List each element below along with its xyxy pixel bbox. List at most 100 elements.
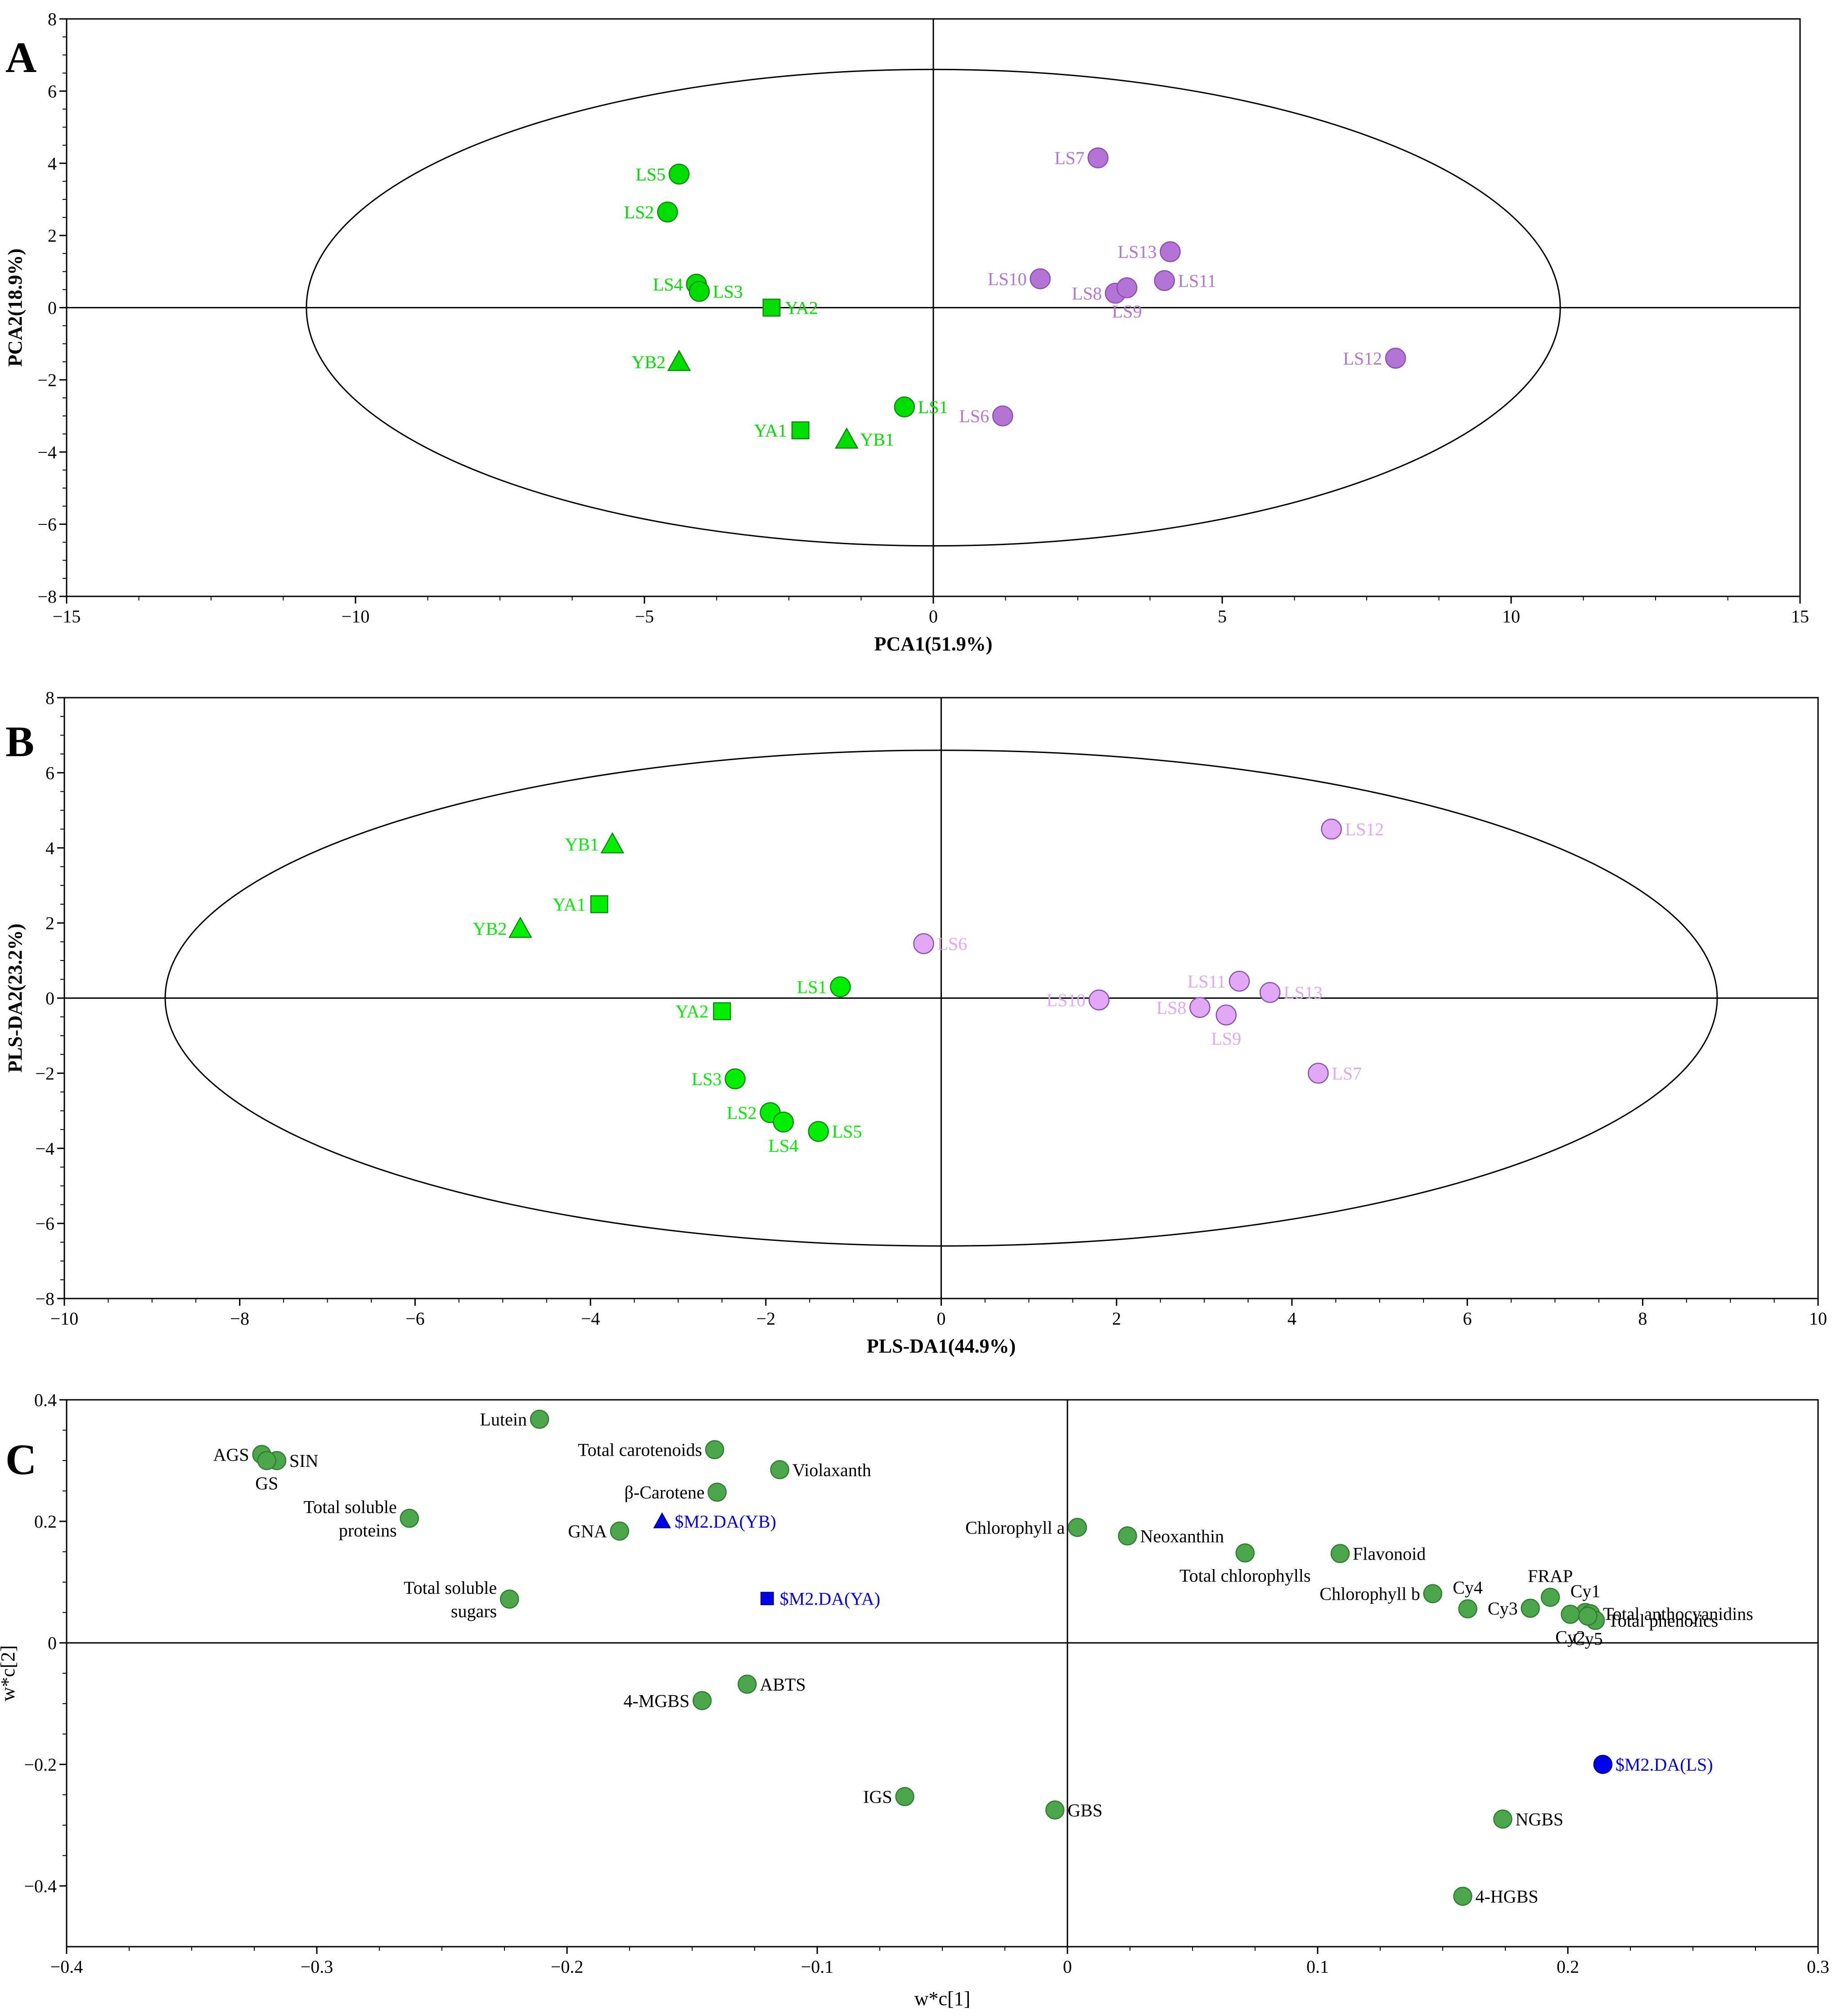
panel-b-x-axis-title: PLS-DA1(44.9%) [867,1335,1016,1357]
panel-c-point-frap-label: FRAP [1528,1566,1573,1586]
panel-b-letter: B [5,717,34,766]
panel-c-point-total-chlorophylls-marker [1235,1543,1255,1563]
panel-b-point-ls3-marker [725,1068,746,1090]
panel-c-point-violaxanth-label: Violaxanth [792,1460,871,1480]
panel-c-point-igs-marker [895,1787,914,1806]
panel-b-point-ya1-marker [590,895,608,913]
panel-c-point-total-anthocyanidins-label: Total anthocyanidins [1603,1604,1753,1624]
panel-c-point-total-phenolics-label: Total phenolics [1608,1610,1718,1631]
panel-b-y-tick-label: −4 [35,1138,54,1159]
panel-b-point-ls5-label: LS5 [832,1122,862,1142]
panel-b-y-tick-label: 2 [45,913,54,934]
panel-c-y-tick-label: 0.4 [34,1390,57,1410]
panel-b-point-ls13-label: LS13 [1283,983,1323,1003]
panel-c-point-gs-marker [257,1451,277,1470]
panel-a-point-ls7-marker [1087,147,1109,168]
panel-c-point-chlorophyll-a-marker [1067,1518,1087,1537]
panel-c-point-m2-da-ya-marker [760,1592,774,1606]
panel-b-x-tick-label: 0 [937,1308,946,1329]
panel-a-point-yb1-label: YB1 [860,429,894,450]
panel-c-point-gna-label: GNA [568,1521,607,1542]
panel-a-point-ls1-label: LS1 [918,397,948,417]
panel-c-point-cy4-marker [1458,1599,1477,1619]
panel-a-point-ls4-label: LS4 [653,274,683,294]
panel-b-x-tick-label: 4 [1287,1308,1296,1329]
panel-a-y-tick-label: 8 [48,9,57,29]
panel-b-point-ls9-marker [1215,1004,1237,1026]
panel-c-point-igs-label: IGS [863,1787,892,1807]
panel-a-point-ls13-label: LS13 [1118,242,1157,262]
panel-a-y-tick-label: −6 [37,514,57,535]
panel-b-point-ls1-marker [830,976,851,997]
panel-c-letter: C [5,1435,36,1484]
panel-a-letter: A [5,33,36,81]
panel-b-x-tick-label: −10 [50,1308,79,1329]
panel-c-point-ngbs-label: NGBS [1515,1809,1563,1830]
panel-c-point-ngbs-marker [1493,1809,1512,1829]
panel-a-point-ls2-marker [657,201,678,223]
panel-a-point-ls11-marker [1154,270,1175,291]
panel-c-point-m2-da-yb-label: $M2.DA(YB) [675,1511,776,1532]
panel-c-point-gs-label: GS [255,1473,278,1493]
panel-b-y-tick-label: 4 [45,838,54,858]
panel-c-point-carotene-marker [707,1482,727,1502]
panel-a-point-ls6-marker [992,405,1013,427]
panel-c-point-m2-da-ls-marker [1593,1754,1613,1774]
panel-a-x-tick-label: 5 [1218,606,1227,627]
panel-a-point-ls8-label: LS8 [1072,283,1102,303]
panel-a-point-ya1-marker [791,421,810,440]
panel-c-point-cy4-label: Cy4 [1453,1577,1483,1597]
panel-c-point-total-carotenoids-marker [705,1440,725,1459]
panel-a-x-tick-label: −5 [635,606,654,627]
panel-a-y-axis-title: PCA2(18.9%) [4,248,26,367]
panel-c-point-abts-label: ABTS [760,1674,806,1695]
panel-a-point-ls6-label: LS6 [959,406,989,426]
panel-b-x-tick-label: −4 [581,1308,600,1329]
panel-a-point-ls13-marker [1160,241,1181,262]
panel-a-point-ya1-label: YA1 [754,420,787,441]
panel-c-point-m2-da-ls-label: $M2.DA(LS) [1616,1754,1713,1775]
panel-a-point-ya2-label: YA2 [785,298,818,318]
panel-a-point-yb1-marker [835,427,859,449]
panel-a-point-ls5-label: LS5 [635,164,666,185]
panel-c-point-m2-da-yb-marker [653,1512,671,1529]
panel-b-point-ls2-label: LS2 [727,1103,757,1123]
panel-c-x-tick-label: −0.3 [301,1957,333,1977]
panel-a-y-tick-label: 2 [48,226,57,246]
panel-b-point-yb2-marker [508,916,532,938]
panel-b-x-tick-label: −2 [756,1308,776,1329]
panel-a-y-tick-label: −2 [37,370,57,390]
panel-a-x-tick-label: −15 [53,606,81,627]
panel-c-x-tick-label: 0.3 [1807,1957,1829,1977]
panel-b-y-tick-label: 8 [45,688,54,708]
panel-b-point-ls11-label: LS11 [1188,971,1226,992]
panel-c-point-cy1-label: Cy1 [1571,1581,1601,1601]
panel-a-point-ls12-label: LS12 [1343,348,1382,369]
panel-c-point-4-mgbs-label: 4-MGBS [624,1691,690,1711]
panel-c-x-tick-label: 0 [1063,1957,1072,1977]
panel-c-point-chlorophyll-b-marker [1423,1584,1443,1603]
panel-b-point-ls1-label: LS1 [797,977,827,997]
panel-c: C −0.4 −0.3 −0.2 −0.1 0 0.1 0.2 0.3 −0.4 −0.2 0 0.2… [0,1390,1829,2010]
panel-a-point-ls10-label: LS10 [988,269,1027,289]
panel-b-point-ls10-marker [1088,989,1110,1010]
panel-c-point-cy3-marker [1521,1598,1540,1618]
panel-b-point-ls7-label: LS7 [1332,1063,1362,1083]
panel-c-point-lutein-marker [530,1409,549,1429]
panel-a-y-tick-label: 0 [48,298,57,318]
panel-b-point-ls11-marker [1229,970,1250,992]
panel-a-point-ls2-label: LS2 [624,202,654,222]
panel-b-y-tick-label: −8 [35,1289,54,1309]
panel-a-point-ls11-label: LS11 [1178,271,1216,291]
panel-c-point-chlorophyll-b-label: Chlorophyll b [1319,1584,1420,1604]
panel-b-x-tick-label: −6 [405,1308,425,1329]
panel-a-x-tick-label: 15 [1791,606,1809,627]
panel-b-point-ls6-label: LS6 [937,934,968,954]
panel-b-y-tick-label: 6 [45,763,54,783]
panel-b-point-yb2-label: YB2 [473,919,507,939]
panel-b-point-ls8-label: LS8 [1157,997,1187,1018]
panel-c-point-gna-marker [610,1521,630,1541]
panel-b-point-ls6-marker [913,933,934,954]
panel-b-x-tick-label: 2 [1112,1308,1121,1329]
